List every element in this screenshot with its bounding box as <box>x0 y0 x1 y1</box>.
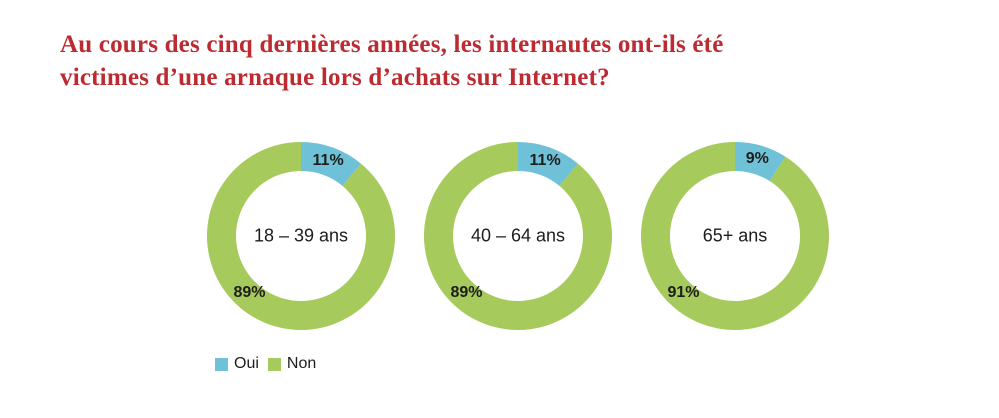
chart-title-line-1: Au cours des cinq dernières années, les … <box>60 31 724 58</box>
oui-percentage-label: 9% <box>745 150 769 168</box>
legend-label-non: Non <box>286 355 317 372</box>
non-percentage-label: 91% <box>667 284 700 302</box>
donut-ring <box>641 142 829 330</box>
donut-chart-40-64-ans: 11% 89% 40 – 64 ans <box>424 142 612 330</box>
oui-percentage-label: 11% <box>529 151 561 169</box>
donut-slice-oui <box>301 142 361 186</box>
legend-label-oui: Oui <box>234 355 259 372</box>
chart-title-line-2: victimes d’une arnaque lors d’achats sur… <box>60 64 610 91</box>
chart-title: Au cours des cinq dernières années, les … <box>60 28 920 94</box>
donut-ring <box>424 142 612 330</box>
donut-slice-non <box>641 142 829 330</box>
non-percentage-label: 89% <box>233 284 266 302</box>
oui-percentage-label: 11% <box>312 151 344 169</box>
age-group-label: 65+ ans <box>702 225 768 246</box>
age-group-label: 40 – 64 ans <box>470 225 566 246</box>
donut-slice-oui <box>518 142 578 186</box>
donut-slice-non <box>207 142 395 330</box>
donut-slice-non <box>424 142 612 330</box>
donut-chart-18-39-ans: 11% 89% 18 – 39 ans <box>207 142 395 330</box>
legend-item-oui: Oui <box>215 355 259 373</box>
chart-legend: Oui Non <box>215 355 316 373</box>
age-group-label: 18 – 39 ans <box>253 225 349 246</box>
donut-ring <box>207 142 395 330</box>
donut-chart-65-plus-ans: 9% 91% 65+ ans <box>641 142 829 330</box>
oui-color-swatch <box>215 357 228 371</box>
legend-item-non: Non <box>267 355 317 373</box>
non-color-swatch <box>267 357 281 371</box>
donut-slice-oui <box>735 142 786 182</box>
non-percentage-label: 89% <box>450 284 483 302</box>
donut-charts-row: 11% 89% 18 – 39 ans 11% 89% 40 – 64 ans … <box>207 142 829 330</box>
